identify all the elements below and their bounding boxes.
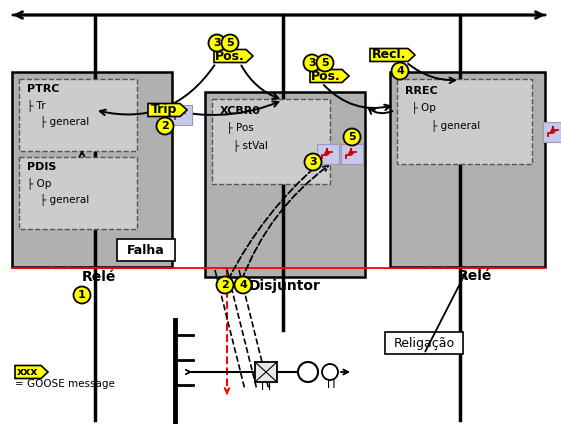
Text: 3: 3 — [213, 38, 221, 48]
Circle shape — [343, 128, 361, 145]
Bar — [385, 332, 463, 354]
Text: PDIS: PDIS — [27, 162, 56, 172]
Text: 3: 3 — [309, 157, 317, 167]
Text: 4: 4 — [239, 280, 247, 290]
Text: TT: TT — [259, 380, 273, 393]
Text: Relé: Relé — [458, 269, 492, 283]
Bar — [543, 122, 561, 142]
Bar — [341, 144, 363, 164]
Text: Falha: Falha — [127, 243, 165, 257]
Text: Relé: Relé — [82, 270, 116, 284]
Circle shape — [304, 55, 320, 72]
Text: ├ general: ├ general — [27, 115, 89, 127]
Text: RREC: RREC — [405, 86, 438, 96]
Text: ├ Op: ├ Op — [405, 101, 436, 113]
Text: ├ Pos: ├ Pos — [220, 121, 254, 133]
Text: TI: TI — [325, 378, 335, 391]
Text: ├ general: ├ general — [405, 119, 480, 131]
Polygon shape — [15, 365, 48, 379]
Text: ├ Op: ├ Op — [27, 177, 52, 189]
Text: ├ Tr: ├ Tr — [27, 99, 45, 111]
Text: 1: 1 — [78, 290, 86, 300]
Text: xxx: xxx — [17, 367, 39, 377]
Bar — [205, 92, 365, 277]
Bar — [397, 79, 532, 164]
Circle shape — [217, 276, 233, 293]
Circle shape — [234, 276, 251, 293]
Circle shape — [392, 62, 408, 80]
Bar — [212, 99, 330, 184]
Bar — [255, 362, 277, 382]
Text: ├ stVal: ├ stVal — [220, 139, 268, 151]
Text: XCBR0: XCBR0 — [220, 106, 261, 116]
Bar — [12, 72, 172, 267]
Text: PTRC: PTRC — [27, 84, 59, 94]
Circle shape — [322, 364, 338, 380]
Circle shape — [73, 287, 90, 304]
Text: = GOOSE message: = GOOSE message — [15, 379, 115, 389]
Text: 5: 5 — [226, 38, 234, 48]
Text: Trip: Trip — [151, 103, 177, 117]
Text: 2: 2 — [221, 280, 229, 290]
Text: 5: 5 — [348, 132, 356, 142]
Text: ├ general: ├ general — [27, 193, 89, 205]
Text: 5: 5 — [321, 58, 329, 68]
Circle shape — [298, 362, 318, 382]
Text: Religação: Religação — [393, 337, 454, 349]
Bar — [170, 105, 192, 125]
Text: 3: 3 — [308, 58, 316, 68]
Text: 4: 4 — [396, 66, 404, 76]
Polygon shape — [370, 48, 415, 61]
Text: Pos.: Pos. — [311, 70, 341, 83]
Bar — [19, 157, 137, 229]
Polygon shape — [148, 103, 187, 117]
Bar — [390, 72, 545, 267]
Bar — [117, 239, 175, 261]
Text: 2: 2 — [161, 121, 169, 131]
Circle shape — [222, 34, 238, 51]
Polygon shape — [214, 50, 253, 62]
Polygon shape — [310, 70, 349, 83]
Circle shape — [316, 55, 333, 72]
Text: Recl.: Recl. — [372, 48, 406, 61]
Text: Disjuntor: Disjuntor — [249, 279, 321, 293]
Circle shape — [157, 117, 173, 134]
Circle shape — [305, 153, 321, 170]
Bar — [19, 79, 137, 151]
Circle shape — [209, 34, 226, 51]
Text: Pos.: Pos. — [215, 50, 245, 62]
Bar — [317, 144, 339, 164]
